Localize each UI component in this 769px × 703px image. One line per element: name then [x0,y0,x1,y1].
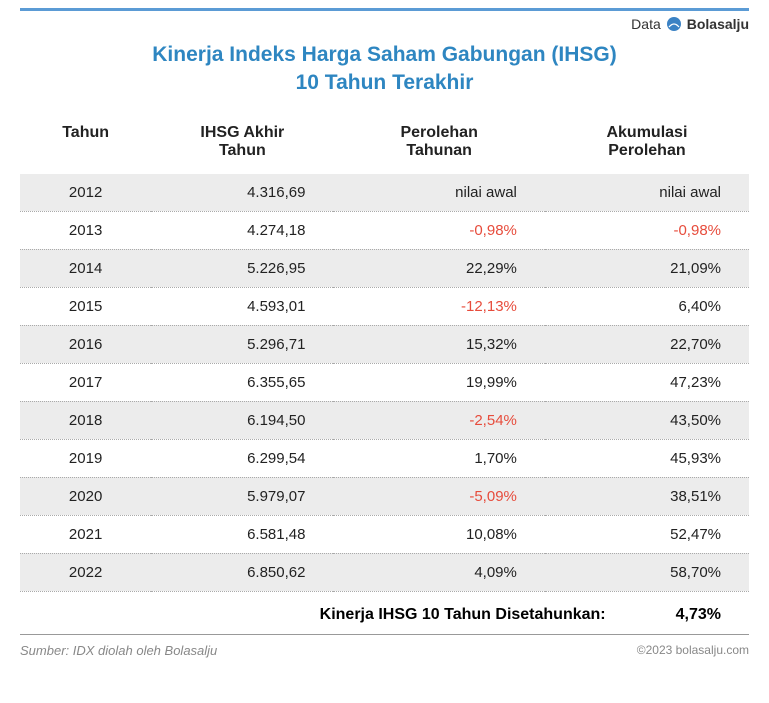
title-block: Kinerja Indeks Harga Saham Gabungan (IHS… [20,41,749,98]
col-header-year: Tahun [20,116,151,174]
cell-annual: -5,09% [333,477,544,515]
cell-cumulative: nilai awal [545,174,749,212]
cell-close: 5.226,95 [151,249,333,287]
summary-label: Kinerja IHSG 10 Tahun Disetahunkan: [320,606,606,624]
table-row: 20205.979,07-5,09%38,51% [20,477,749,515]
brand-block: Data Bolasalju [631,15,749,33]
cell-year: 2013 [20,211,151,249]
performance-table: Tahun IHSG AkhirTahun PerolehanTahunan A… [20,116,749,592]
table-body: 20124.316,69nilai awalnilai awal20134.27… [20,174,749,592]
cell-cumulative: 47,23% [545,363,749,401]
cell-annual: 15,32% [333,325,544,363]
cell-cumulative: 6,40% [545,287,749,325]
cell-annual: 4,09% [333,553,544,591]
cell-close: 4.593,01 [151,287,333,325]
table-row: 20145.226,9522,29%21,09% [20,249,749,287]
summary-value: 4,73% [676,606,721,624]
cell-year: 2014 [20,249,151,287]
cell-annual: nilai awal [333,174,544,212]
cell-year: 2022 [20,553,151,591]
cell-annual: 1,70% [333,439,544,477]
table-row: 20196.299,541,70%45,93% [20,439,749,477]
table-row: 20176.355,6519,99%47,23% [20,363,749,401]
cell-close: 5.979,07 [151,477,333,515]
table-row: 20124.316,69nilai awalnilai awal [20,174,749,212]
brand-name: Bolasalju [687,16,749,32]
cell-annual: -12,13% [333,287,544,325]
table-row: 20154.593,01-12,13%6,40% [20,287,749,325]
title-line-1: Kinerja Indeks Harga Saham Gabungan (IHS… [20,41,749,69]
cell-annual: -0,98% [333,211,544,249]
cell-cumulative: 45,93% [545,439,749,477]
col-header-close: IHSG AkhirTahun [151,116,333,174]
cell-year: 2021 [20,515,151,553]
cell-year: 2015 [20,287,151,325]
cell-close: 6.299,54 [151,439,333,477]
cell-close: 6.581,48 [151,515,333,553]
table-row: 20186.194,50-2,54%43,50% [20,401,749,439]
cell-cumulative: 21,09% [545,249,749,287]
cell-year: 2017 [20,363,151,401]
cell-annual: 22,29% [333,249,544,287]
cell-cumulative: 58,70% [545,553,749,591]
cell-year: 2012 [20,174,151,212]
brand-logo-icon [665,15,683,33]
table-header: Tahun IHSG AkhirTahun PerolehanTahunan A… [20,116,749,174]
cell-close: 4.316,69 [151,174,333,212]
cell-close: 4.274,18 [151,211,333,249]
footer-source: Sumber: IDX diolah oleh Bolasalju [20,643,217,658]
cell-close: 6.194,50 [151,401,333,439]
title-line-2: 10 Tahun Terakhir [20,69,749,97]
table-row: 20226.850,624,09%58,70% [20,553,749,591]
table-row: 20216.581,4810,08%52,47% [20,515,749,553]
cell-close: 6.850,62 [151,553,333,591]
footer: Sumber: IDX diolah oleh Bolasalju ©2023 … [20,635,749,658]
cell-cumulative: 22,70% [545,325,749,363]
summary-row: Kinerja IHSG 10 Tahun Disetahunkan: 4,73… [20,592,749,635]
cell-year: 2020 [20,477,151,515]
table-row: 20165.296,7115,32%22,70% [20,325,749,363]
footer-copyright: ©2023 bolasalju.com [637,643,749,657]
cell-annual: -2,54% [333,401,544,439]
cell-cumulative: 52,47% [545,515,749,553]
cell-close: 5.296,71 [151,325,333,363]
col-header-annual: PerolehanTahunan [333,116,544,174]
infographic-container: Data Bolasalju Kinerja Indeks Harga Saha… [0,0,769,673]
cell-year: 2019 [20,439,151,477]
table-row: 20134.274,18-0,98%-0,98% [20,211,749,249]
cell-cumulative: 43,50% [545,401,749,439]
cell-cumulative: 38,51% [545,477,749,515]
cell-year: 2016 [20,325,151,363]
col-header-cumulative: AkumulasiPerolehan [545,116,749,174]
cell-close: 6.355,65 [151,363,333,401]
cell-cumulative: -0,98% [545,211,749,249]
cell-annual: 10,08% [333,515,544,553]
top-bar: Data Bolasalju [20,8,749,33]
cell-year: 2018 [20,401,151,439]
data-label: Data [631,16,661,32]
cell-annual: 19,99% [333,363,544,401]
